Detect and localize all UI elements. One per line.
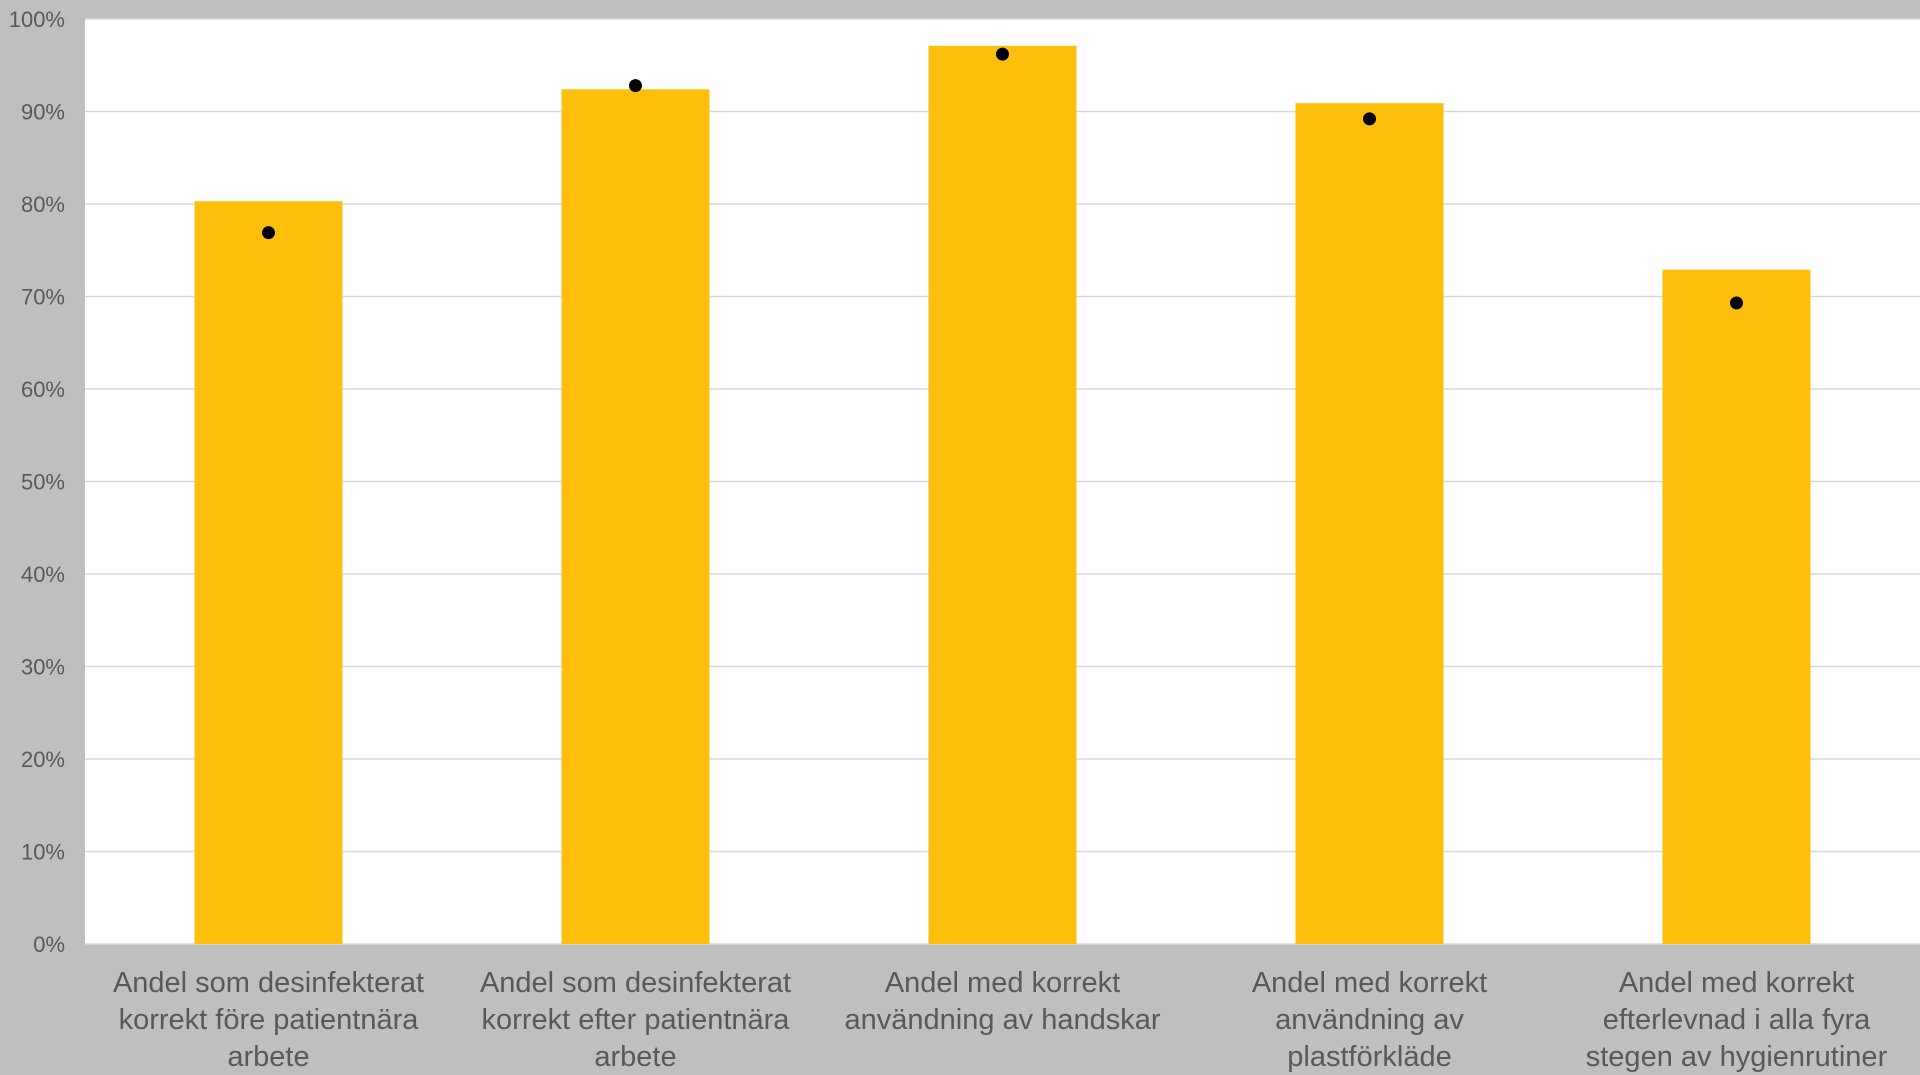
- marker-series: [262, 47, 1743, 310]
- y-tick-label: 100%: [9, 7, 65, 32]
- bar: [194, 201, 343, 945]
- x-axis-category-labels: Andel som desinfekterat korrekt före pati…: [113, 967, 1888, 1073]
- bar: [1295, 103, 1444, 945]
- y-tick-label: 40%: [21, 562, 65, 587]
- bar: [928, 45, 1077, 944]
- y-tick-label: 0%: [33, 932, 65, 957]
- y-axis-tick-labels: 0% 10% 20% 30% 40% 50% 60% 70% 80% 90% 100%: [9, 7, 65, 957]
- y-tick-label: 80%: [21, 192, 65, 217]
- y-tick-label: 10%: [21, 840, 65, 865]
- data-marker: [996, 47, 1009, 61]
- x-category-label: Andel med korrekt efterlevnad i alla fyra…: [1586, 967, 1888, 1073]
- x-category-label: Andel som desinfekterat korrekt efter pat…: [480, 967, 791, 1073]
- y-tick-label: 20%: [21, 747, 65, 772]
- data-marker: [1730, 296, 1743, 310]
- x-category-label: Andel som desinfekterat korrekt före pati…: [113, 967, 424, 1073]
- x-category-label: Andel med korrekt användning av plastförkl…: [1252, 967, 1487, 1073]
- data-marker: [629, 79, 642, 93]
- bar: [561, 89, 710, 945]
- x-category-label: Andel med korrekt användning av handskar: [844, 967, 1160, 1036]
- y-tick-label: 50%: [21, 470, 65, 495]
- y-tick-label: 90%: [21, 100, 65, 125]
- data-marker: [1363, 112, 1376, 126]
- y-tick-label: 30%: [21, 655, 65, 680]
- y-tick-label: 70%: [21, 285, 65, 310]
- bar: [1662, 269, 1811, 944]
- y-tick-label: 60%: [21, 377, 65, 402]
- data-marker: [262, 226, 275, 240]
- bar-series: [194, 45, 1811, 945]
